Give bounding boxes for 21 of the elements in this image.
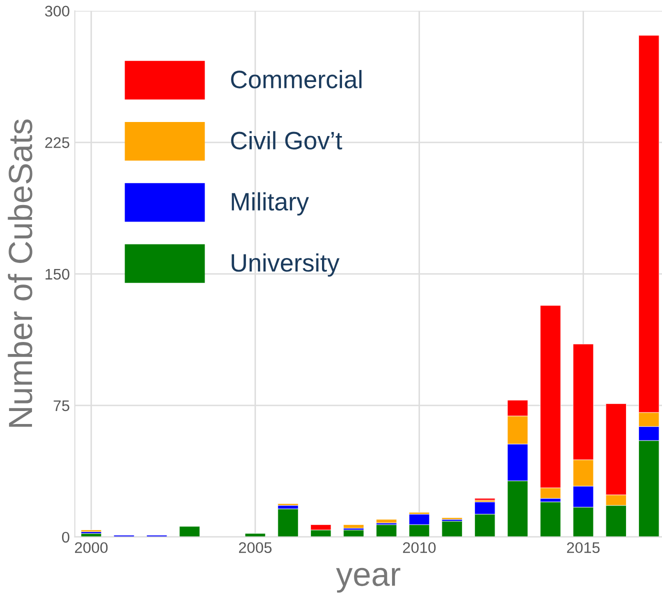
y-tick-label: 225 (45, 137, 70, 148)
bar (343, 524, 364, 528)
y-tick-label: 300 (45, 6, 70, 17)
x-tick-label: 2015 (567, 542, 600, 554)
bar (442, 520, 462, 537)
y-tick-label: 75 (54, 400, 70, 412)
y-axis-title: Number of CubeSats (8, 119, 32, 427)
x-axis-title: year (336, 568, 400, 593)
bar (540, 502, 561, 537)
legend-label: Military (232, 192, 309, 216)
x-tick-label: 2005 (239, 542, 272, 554)
x-tick-label: 2000 (74, 542, 108, 554)
legend-label: Civil Gov’t (231, 131, 342, 150)
bar (179, 526, 200, 537)
bar (244, 533, 266, 537)
x-tick-label: 2010 (403, 542, 436, 554)
y-tick-label: 0 (62, 532, 70, 543)
legend-label: University (232, 253, 340, 277)
legend-label: Commercial (231, 70, 362, 88)
bar (278, 508, 298, 537)
y-tick-label: 150 (46, 268, 70, 280)
